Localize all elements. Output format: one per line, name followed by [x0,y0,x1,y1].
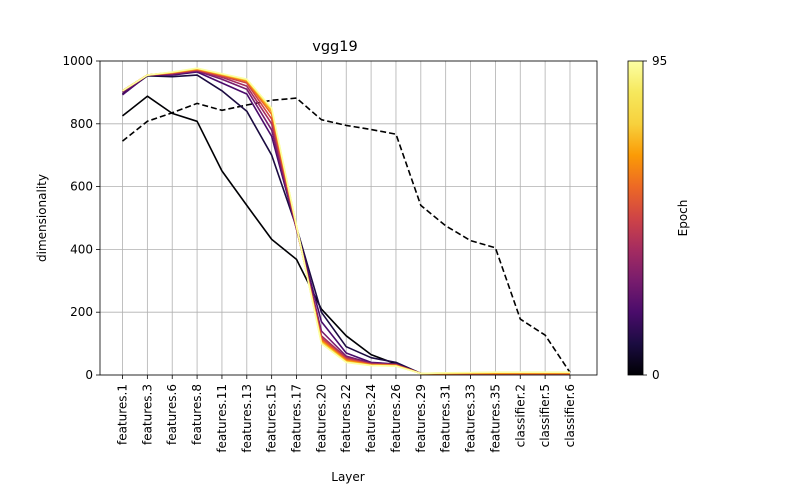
plot-frame [99,60,598,376]
x-tick-label: features.11 [215,384,229,453]
x-tick-label: classifier.2 [513,384,527,447]
grid [100,60,597,376]
y-tick-label: 800 [70,117,93,131]
series-line-dashed [122,97,571,373]
colorbar-tick-max: 95 [652,54,667,68]
x-tick-label: features.13 [240,384,254,453]
y-tick-label: 200 [70,305,93,319]
x-tick-label: features.33 [464,384,478,453]
x-tick-label: features.3 [140,384,154,445]
x-tick-label: features.8 [190,384,204,445]
series-group [122,67,571,375]
x-tick-label: features.24 [364,384,378,453]
y-tick-label: 400 [70,242,93,256]
x-axis-title: Layer [331,470,365,484]
x-tick-label: classifier.5 [538,384,552,447]
y-tick-label: 1000 [62,54,93,68]
colorbar [627,60,644,376]
y-axis-title: dimensionality [35,174,49,262]
x-tick-label: features.15 [265,384,279,453]
x-tick-label: features.17 [290,384,304,453]
x-tick-label: features.22 [339,384,353,453]
x-tick-label: classifier.6 [563,384,577,447]
series-line-epoch-10 [122,67,570,375]
x-tick-label: features.6 [165,384,179,445]
x-tick-label: features.1 [116,384,130,445]
x-tick-label: features.35 [488,384,502,453]
x-tick-label: features.29 [414,384,428,453]
colorbar-label: Epoch [676,200,690,237]
y-tick-label: 600 [70,180,93,194]
axes: 0 200 400 600 800 1000 features.1 features.3 fea… [62,54,598,453]
chart-title: vgg19 [312,39,357,55]
y-tick-label: 0 [85,368,93,382]
x-tick-label: features.26 [389,384,403,453]
colorbar-tick-min: 0 [652,368,660,382]
x-tick-label: features.31 [439,384,453,453]
x-tick-label: features.20 [314,384,328,453]
